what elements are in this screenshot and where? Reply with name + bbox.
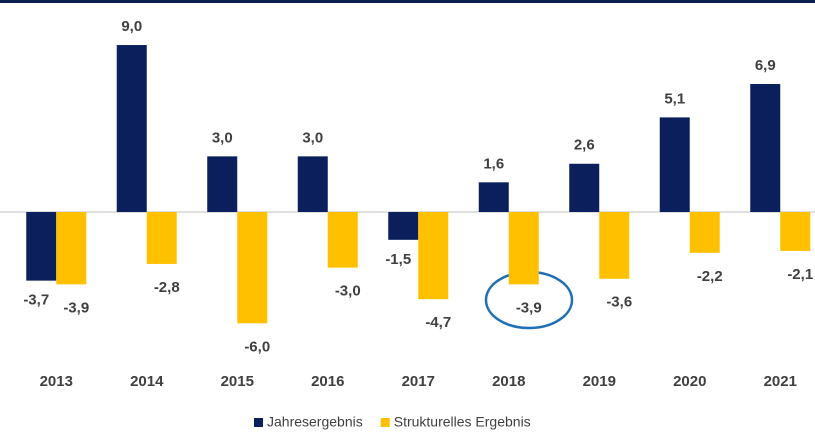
bar <box>418 212 449 300</box>
x-tick-label: 2015 <box>221 373 254 390</box>
bar <box>116 45 147 212</box>
bar <box>659 117 690 212</box>
data-label: -3,0 <box>335 283 361 300</box>
data-label: 2,6 <box>574 137 595 154</box>
x-tick-label: 2014 <box>130 373 164 390</box>
data-label: -2,2 <box>697 268 723 285</box>
data-label: -2,8 <box>154 279 180 296</box>
bar <box>780 212 811 251</box>
bar <box>569 163 600 212</box>
data-label: -6,0 <box>244 338 270 355</box>
x-tick-label: 2018 <box>492 373 525 390</box>
bar <box>26 212 57 281</box>
bar <box>388 212 419 240</box>
data-label: 1,6 <box>483 155 504 172</box>
x-tick-label: 2013 <box>40 373 73 390</box>
bar <box>599 212 630 279</box>
bar <box>508 212 539 285</box>
data-label: -4,7 <box>425 314 451 331</box>
bar <box>207 156 238 212</box>
bar <box>327 212 358 268</box>
data-label: 6,9 <box>755 57 776 74</box>
data-label: -1,5 <box>385 251 411 268</box>
legend-swatch <box>254 418 263 427</box>
x-tick-label: 2019 <box>583 373 616 390</box>
top-border <box>0 0 815 3</box>
legend-swatch <box>380 418 390 427</box>
bar <box>297 156 328 212</box>
bar <box>146 212 177 264</box>
data-label: 5,1 <box>664 90 685 107</box>
data-label: 3,0 <box>212 129 233 146</box>
data-label: -2,1 <box>787 266 813 283</box>
data-label: 3,0 <box>302 129 323 146</box>
bar <box>750 84 781 212</box>
bar <box>56 212 87 285</box>
bar <box>689 212 720 253</box>
bar <box>237 212 268 324</box>
x-tick-label: 2021 <box>764 373 797 390</box>
data-label: -3,7 <box>23 292 49 309</box>
legend-label: Jahresergebnis <box>267 414 363 430</box>
data-label: -3,9 <box>516 299 542 316</box>
x-tick-label: 2016 <box>311 373 344 390</box>
data-label: -3,6 <box>606 294 632 311</box>
bar <box>478 182 509 212</box>
x-tick-label: 2017 <box>402 373 435 390</box>
data-label: -3,9 <box>63 299 89 316</box>
x-tick-label: 2020 <box>673 373 706 390</box>
data-label: 9,0 <box>121 18 142 35</box>
legend-label: Strukturelles Ergebnis <box>394 414 531 430</box>
